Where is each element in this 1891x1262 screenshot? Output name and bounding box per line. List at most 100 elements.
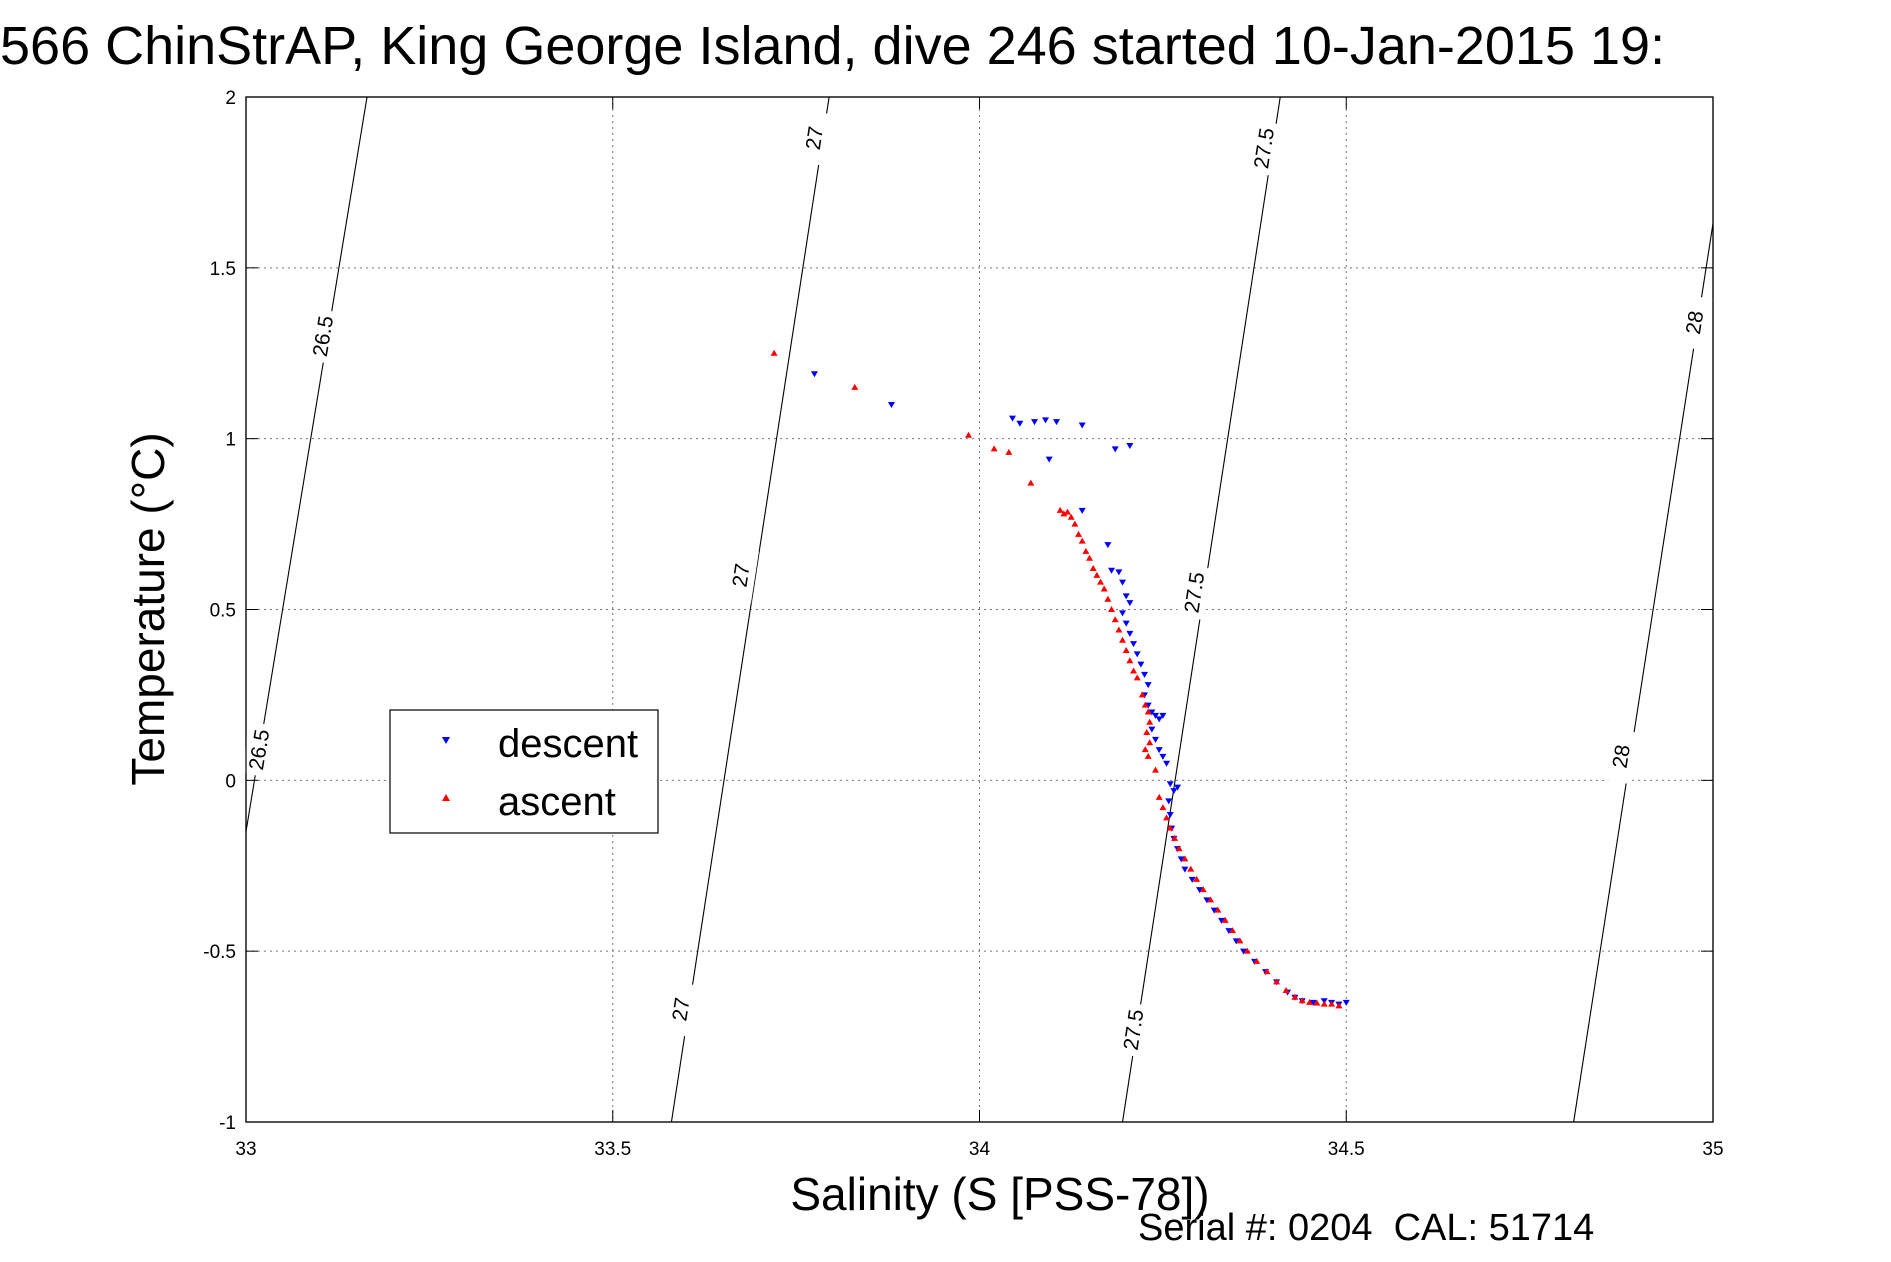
ascent-point xyxy=(1236,937,1244,944)
contour-label-bg xyxy=(663,981,699,1038)
descent-point xyxy=(1126,443,1134,449)
ascent-point xyxy=(1111,616,1119,623)
ascent-point xyxy=(1122,647,1130,653)
contour-label: 27 xyxy=(668,996,694,1023)
ascent-point xyxy=(1060,510,1068,517)
grid xyxy=(246,97,1713,1122)
descent-point xyxy=(1240,948,1248,955)
descent-point xyxy=(1119,610,1127,617)
descent-point xyxy=(1016,420,1024,427)
x-tick-label: 33 xyxy=(235,1139,256,1160)
ascent-point xyxy=(1086,554,1094,561)
contour-label-bg xyxy=(1176,564,1213,621)
ascent-point xyxy=(1253,957,1261,964)
legend-label-descent: descent xyxy=(498,722,638,766)
ascent-point xyxy=(1146,739,1154,746)
descent-point xyxy=(1053,419,1061,426)
descent-point xyxy=(1115,569,1123,576)
density-contour-line xyxy=(1573,223,1714,1123)
legend-marker-ascent xyxy=(442,794,450,801)
ascent-point xyxy=(1181,855,1189,862)
x-axis-ticks: 33 33.5 34 34.5 35 xyxy=(235,97,1724,1160)
descent-point xyxy=(1104,542,1112,549)
ascent-point xyxy=(1313,999,1321,1006)
data-points xyxy=(770,349,1350,1009)
ascent-point xyxy=(1093,571,1101,578)
descent-point xyxy=(1078,507,1086,514)
descent-point xyxy=(1031,419,1039,426)
ascent-point xyxy=(1155,793,1163,800)
ascent-point xyxy=(1108,606,1116,612)
ascent-point xyxy=(1193,875,1201,882)
y-tick-label: 1.5 xyxy=(210,259,236,280)
ascent-point xyxy=(1082,547,1090,554)
x-tick-label: 33.5 xyxy=(594,1139,631,1160)
descent-point xyxy=(1144,682,1152,689)
y-tick-label: 2 xyxy=(225,88,236,109)
chart-title: 566 ChinStrAP, King George Island, dive … xyxy=(0,16,1665,76)
descent-point xyxy=(1111,446,1119,453)
ascent-point xyxy=(1273,978,1281,985)
serial-cal-footer: Serial #: 0204 CAL: 51714 xyxy=(1138,1207,1594,1249)
contour-label-bg xyxy=(796,110,833,166)
ascent-point xyxy=(1187,865,1195,872)
ascent-point xyxy=(1306,998,1314,1005)
descent-point xyxy=(1225,928,1233,935)
ascent-point xyxy=(964,431,972,438)
descent-point xyxy=(1042,417,1050,424)
descent-point xyxy=(1122,620,1130,627)
contour-label-bg xyxy=(1676,294,1713,351)
descent-point xyxy=(1203,897,1211,904)
ascent-point xyxy=(1144,752,1152,759)
ascent-point xyxy=(1163,814,1171,821)
legend-label-ascent: ascent xyxy=(498,780,616,824)
ascent-point xyxy=(1171,834,1179,841)
ascent-point xyxy=(1335,1002,1343,1009)
density-contour-line xyxy=(670,96,830,1123)
ascent-point xyxy=(1133,674,1141,681)
descent-point xyxy=(1130,641,1138,648)
contour-label: 28 xyxy=(1609,743,1635,770)
descent-point xyxy=(1166,812,1174,818)
ascent-point xyxy=(1100,585,1108,592)
ascent-point xyxy=(990,445,998,452)
y-axis-ticks: 2 1.5 1 0.5 0 -0.5 -1 xyxy=(203,88,1713,1134)
descent-point xyxy=(1166,781,1174,788)
ascent-point xyxy=(1282,986,1290,993)
descent-point xyxy=(1181,866,1189,873)
ascent-point xyxy=(1078,537,1086,544)
contour-label: 27 xyxy=(802,125,828,152)
ascent-point xyxy=(1104,595,1112,602)
contour-label-bg xyxy=(304,308,342,365)
descent-point xyxy=(1163,760,1171,767)
ascent-point xyxy=(1199,886,1207,893)
descent-point xyxy=(1137,661,1145,668)
descent-point xyxy=(887,402,895,408)
x-tick-label: 35 xyxy=(1702,1139,1723,1160)
ascent-point xyxy=(1214,906,1222,913)
ascent-point xyxy=(770,349,778,356)
contour-label-bg xyxy=(1246,120,1282,177)
descent-point xyxy=(1119,579,1127,586)
ascent-point xyxy=(1146,718,1154,725)
ascent-point xyxy=(1067,513,1075,520)
ascent-point xyxy=(1229,927,1237,934)
y-axis-label: Temperature (°C) xyxy=(122,432,174,785)
y-tick-label: 1 xyxy=(225,430,236,451)
ascent-point xyxy=(1298,997,1306,1004)
y-tick-label: 0.5 xyxy=(210,601,236,622)
ascent-point xyxy=(1159,804,1167,811)
descent-point xyxy=(1165,798,1173,805)
ascent-point xyxy=(1005,448,1013,455)
descent-point xyxy=(1196,887,1204,894)
ascent-point xyxy=(1097,578,1105,585)
ascent-point xyxy=(1075,530,1083,537)
ascent-point xyxy=(1207,896,1215,903)
contour-label: 28 xyxy=(1682,309,1708,336)
descent-point xyxy=(1342,999,1350,1006)
ascent-point xyxy=(1056,506,1064,513)
ascent-point xyxy=(1243,947,1251,954)
ascent-point xyxy=(1115,626,1123,633)
x-axis-label: Salinity (S [PSS-78]) xyxy=(790,1168,1209,1220)
